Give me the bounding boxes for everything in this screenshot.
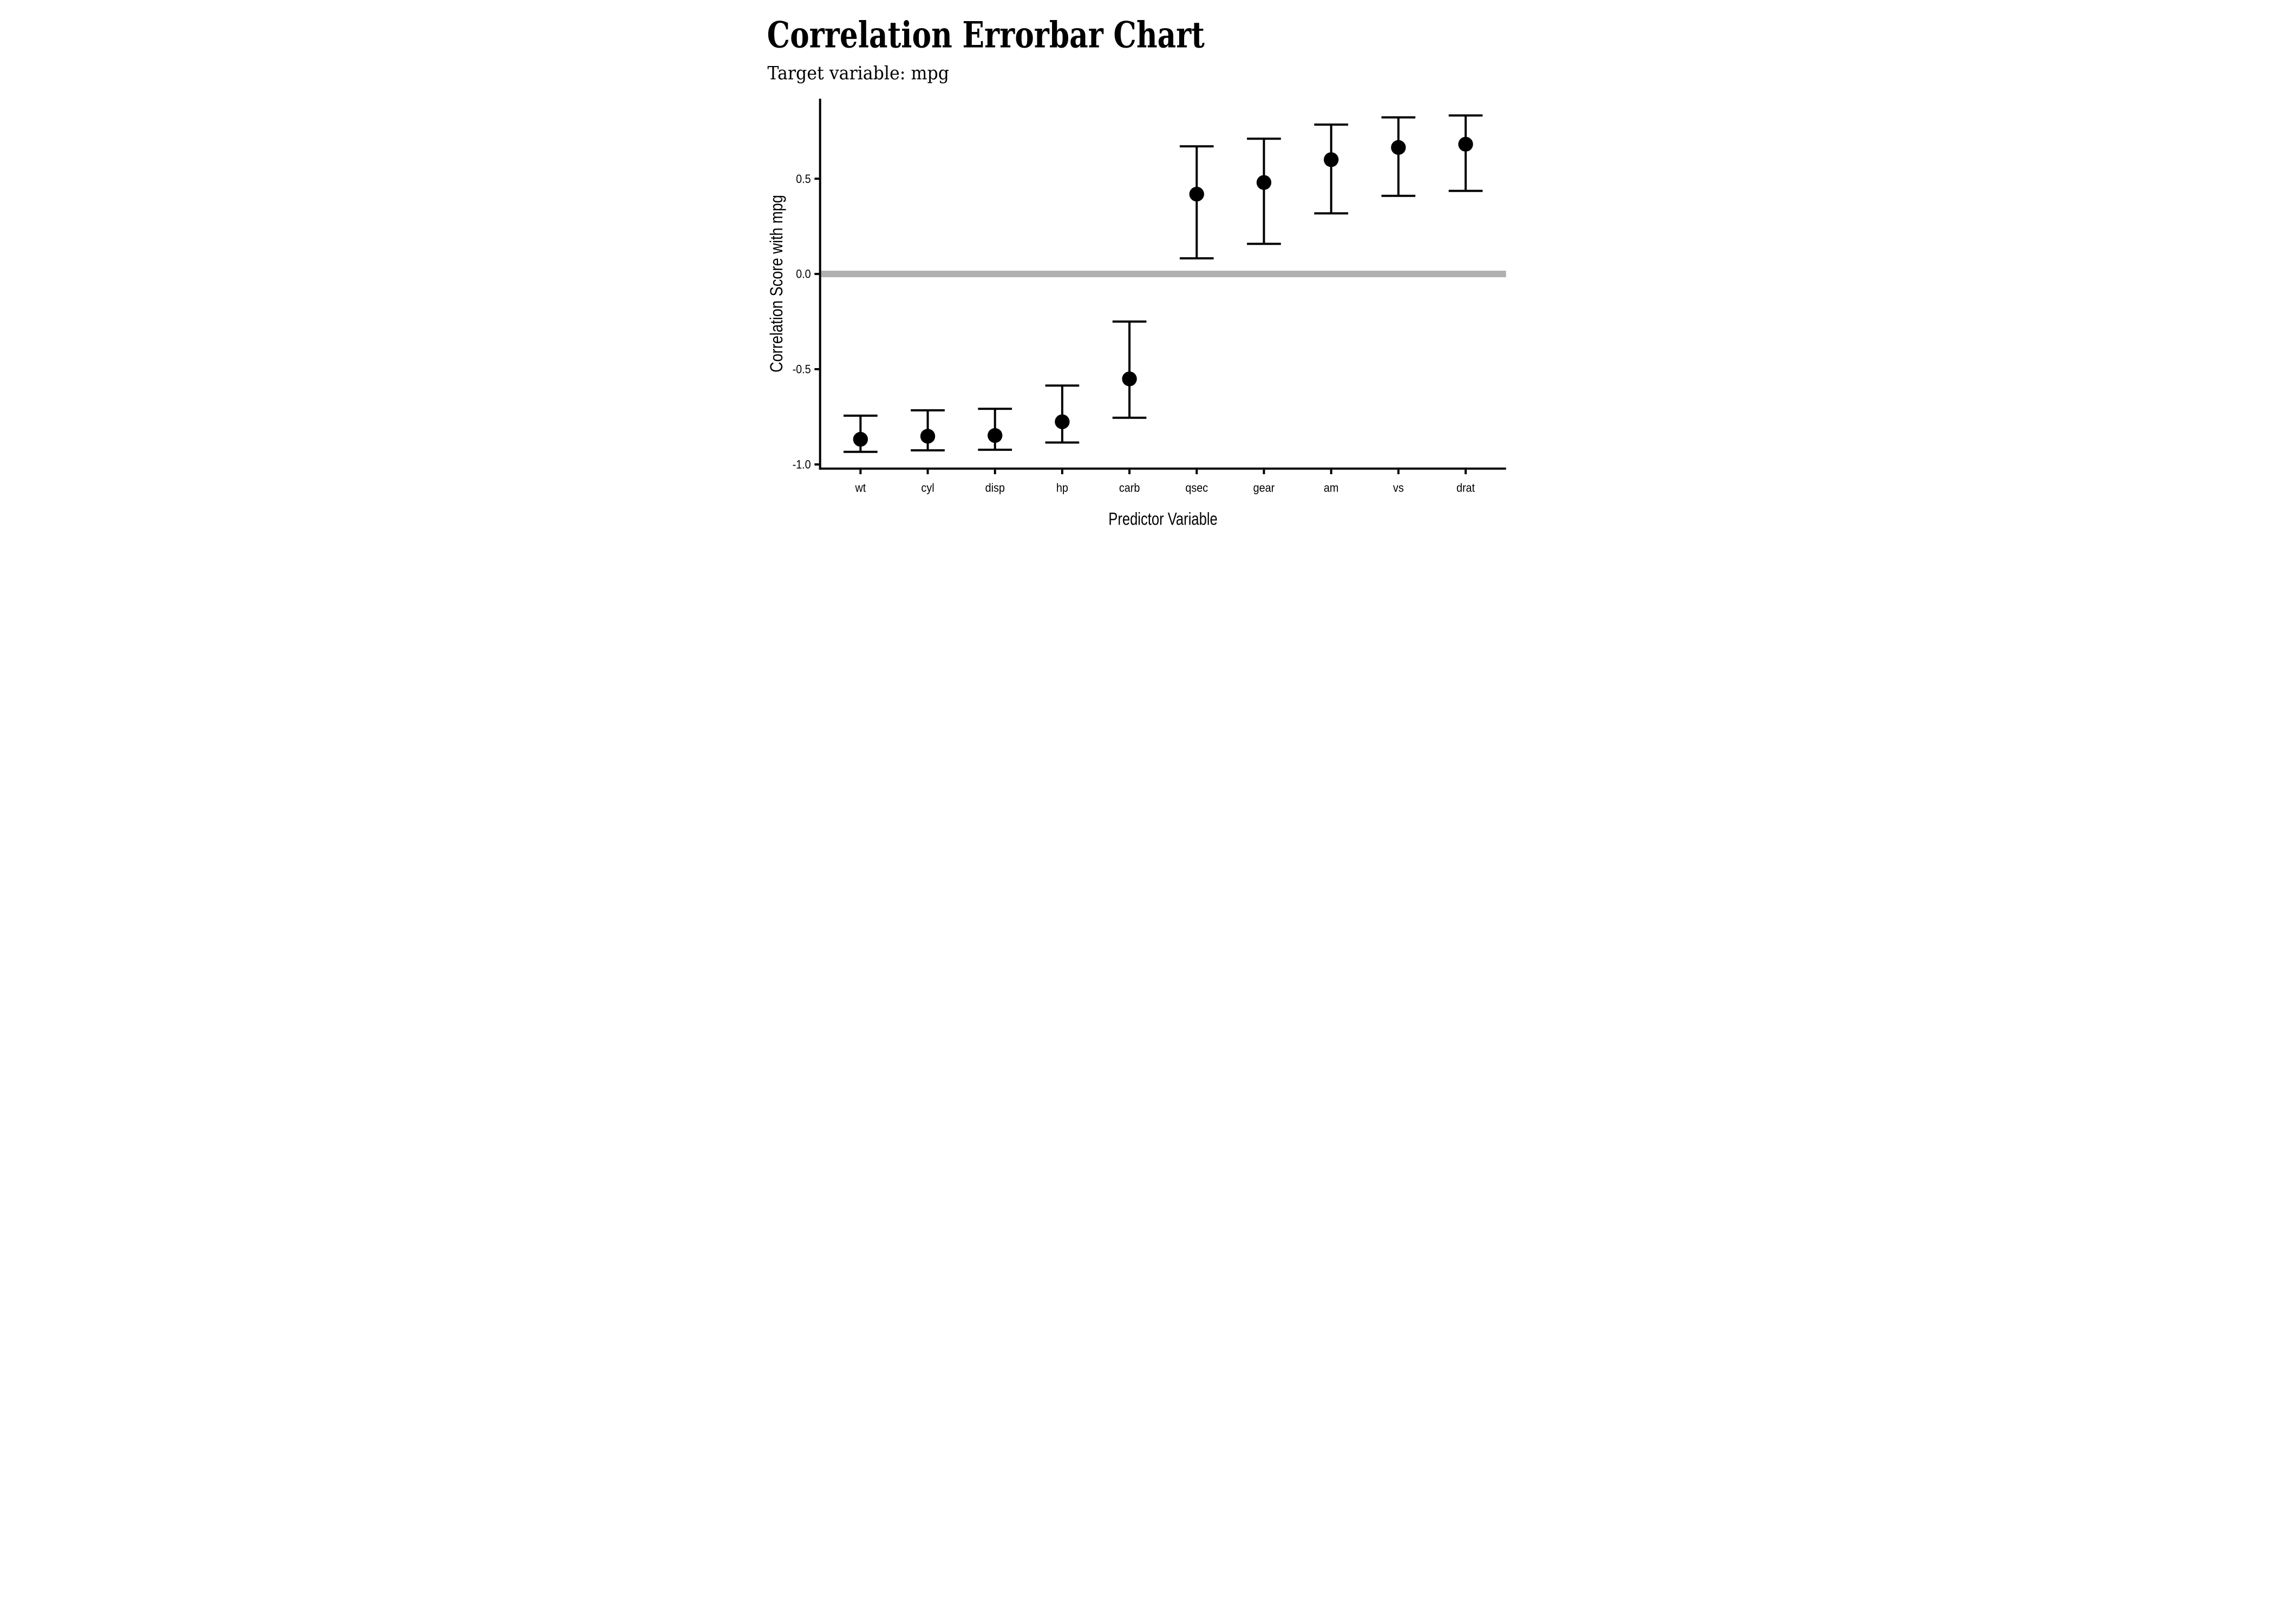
data-point-am [1323, 152, 1339, 167]
data-point-gear [1256, 175, 1272, 190]
errorbar-line-carb [1128, 322, 1131, 418]
errorbar-line-vs [1397, 117, 1400, 196]
y-tick-mark [814, 463, 819, 466]
errorbar-cap-low-wt [844, 450, 878, 453]
y-tick-mark [814, 368, 819, 370]
y-tick-mark [814, 178, 819, 180]
errorbar-cap-low-carb [1112, 416, 1147, 419]
x-tick-label-carb: carb [1119, 481, 1140, 494]
errorbar-cap-high-cyl [911, 409, 945, 411]
x-axis-title: Predictor Variable [1108, 510, 1218, 529]
x-tick-mark-qsec [1195, 469, 1198, 474]
chart-background [758, 0, 1516, 541]
x-tick-label-am: am [1324, 481, 1338, 494]
x-tick-label-qsec: qsec [1185, 481, 1208, 494]
x-tick-label-drat: drat [1456, 481, 1475, 494]
x-tick-label-disp: disp [985, 481, 1005, 494]
errorbar-cap-high-carb [1112, 320, 1147, 323]
errorbar-cap-low-qsec [1179, 257, 1214, 260]
errorbar-cap-low-hp [1045, 441, 1080, 444]
chart-title: Correlation Errorbar Chart [767, 14, 1205, 56]
data-point-cyl [920, 429, 936, 444]
x-axis-spine [819, 467, 1506, 470]
data-point-drat [1458, 136, 1473, 152]
data-point-hp [1055, 414, 1070, 429]
errorbar-line-hp [1061, 385, 1063, 443]
errorbar-line-am [1330, 125, 1332, 214]
x-tick-mark-vs [1397, 469, 1400, 474]
errorbar-cap-high-vs [1381, 116, 1416, 119]
x-tick-mark-drat [1465, 469, 1467, 474]
chart-subtitle: Target variable: mpg [767, 63, 949, 84]
errorbar-line-qsec [1195, 146, 1198, 259]
data-point-carb [1122, 371, 1137, 387]
x-tick-mark-hp [1061, 469, 1063, 474]
plot-area: 0.5 0.0 -0.5 -1.0 wt cyl disp hp carb qsec gear am v… [793, 99, 1506, 495]
data-point-disp [988, 428, 1003, 443]
errorbar-cap-high-drat [1448, 114, 1483, 117]
errorbar-cap-high-wt [844, 414, 878, 417]
errorbar-cap-low-disp [978, 448, 1012, 451]
errorbar-cap-high-am [1314, 123, 1348, 126]
x-tick-label-cyl: cyl [921, 481, 934, 494]
y-axis-spine [819, 99, 821, 470]
x-tick-label-wt: wt [854, 481, 866, 494]
errorbar-cap-high-disp [978, 408, 1012, 410]
data-point-qsec [1189, 186, 1204, 202]
y-tick-label-0.5: 0.5 [796, 173, 811, 186]
x-tick-label-hp: hp [1056, 481, 1068, 494]
x-tick-mark-gear [1263, 469, 1265, 474]
x-tick-label-gear: gear [1253, 481, 1275, 494]
x-tick-mark-am [1330, 469, 1332, 474]
y-tick-mark [814, 273, 819, 276]
zero-reference-line [821, 271, 1506, 278]
errorbar-cap-low-drat [1448, 189, 1483, 192]
y-tick-label--0.5: -0.5 [793, 363, 811, 376]
errorbar-cap-high-hp [1045, 384, 1080, 387]
y-tick-label-0.0: 0.0 [796, 268, 811, 281]
x-tick-mark-disp [994, 469, 996, 474]
correlation-errorbar-chart: Correlation Errorbar Chart Target variab… [758, 0, 1516, 541]
errorbar-cap-low-gear [1247, 243, 1281, 245]
data-point-vs [1391, 140, 1406, 155]
data-point-wt [853, 431, 868, 447]
errorbar-cap-low-am [1314, 212, 1348, 215]
errorbar-line-gear [1263, 139, 1265, 244]
y-tick-label--1.0: -1.0 [793, 459, 811, 472]
x-tick-mark-carb [1128, 469, 1131, 474]
x-tick-label-vs: vs [1393, 481, 1404, 494]
errorbar-cap-low-cyl [911, 449, 945, 451]
errorbar-cap-high-qsec [1179, 145, 1214, 148]
x-tick-mark-cyl [926, 469, 929, 474]
y-axis-title: Correlation Score with mpg [767, 195, 787, 372]
errorbar-cap-high-gear [1247, 137, 1281, 140]
errorbar-line-drat [1465, 115, 1467, 191]
correlation-errorbar-page: Correlation Errorbar Chart Target variab… [758, 0, 1516, 541]
x-tick-mark-wt [859, 469, 862, 474]
errorbar-cap-low-vs [1381, 194, 1416, 197]
